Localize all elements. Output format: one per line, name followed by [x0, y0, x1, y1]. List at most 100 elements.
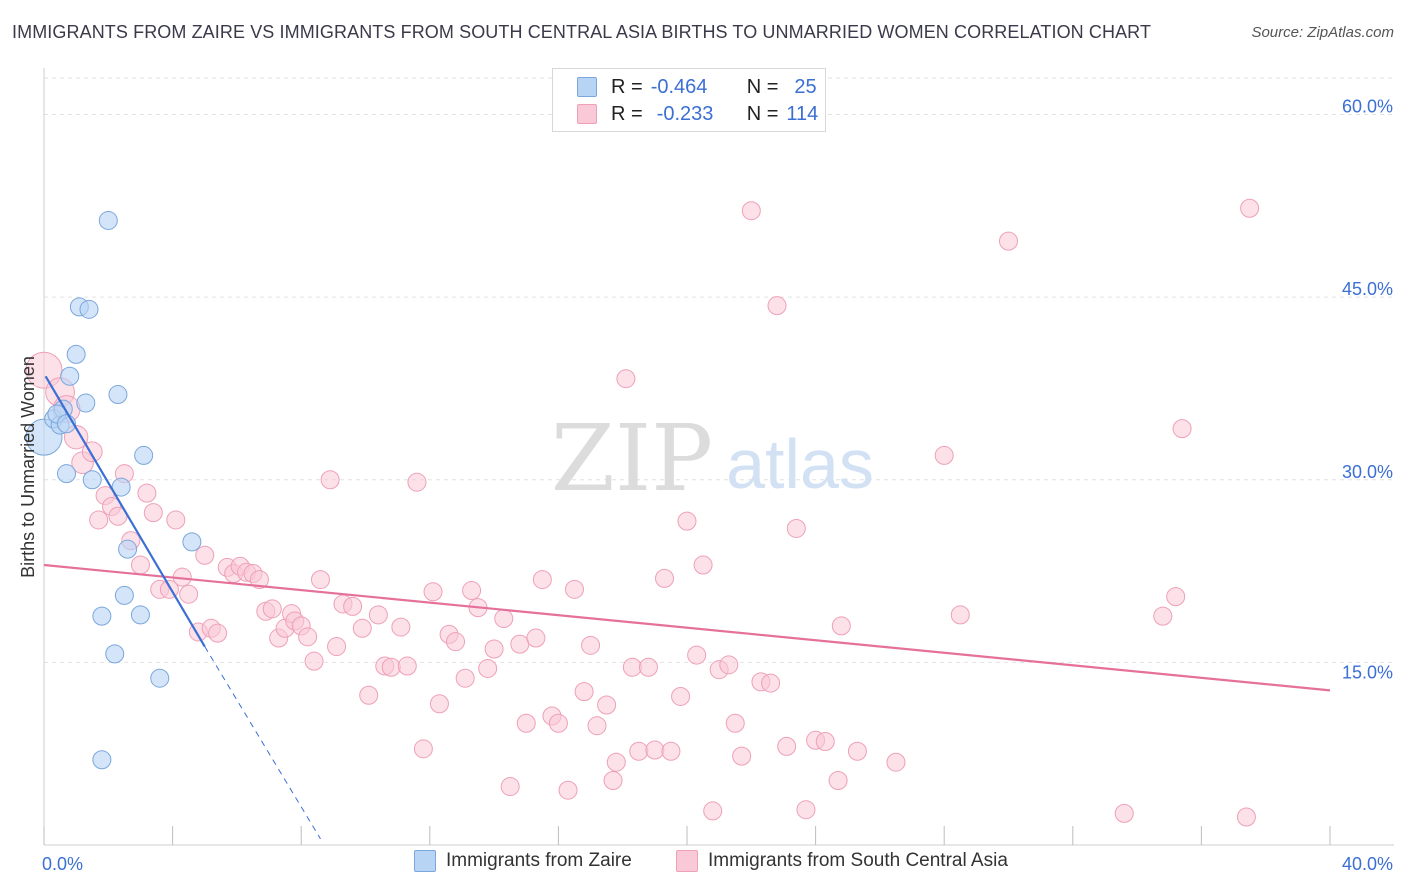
asia-point	[581, 635, 601, 655]
bottom-legend-asia: Immigrants from South Central Asia	[676, 850, 1008, 872]
asia-points	[25, 198, 1260, 827]
asia-point	[532, 570, 552, 590]
asia-point	[462, 581, 482, 601]
asia-point	[564, 579, 584, 599]
asia-point	[999, 231, 1018, 251]
asia-point	[603, 770, 623, 790]
watermark-atlas: atlas	[726, 425, 874, 503]
asia-point	[130, 555, 150, 575]
asia-point	[478, 658, 498, 678]
zaire-point	[118, 539, 138, 559]
asia-point	[777, 736, 797, 756]
asia-point	[310, 570, 330, 590]
bottom-zaire-label: Immigrants from Zaire	[446, 850, 632, 871]
asia-point	[208, 623, 228, 643]
asia-point	[671, 686, 691, 706]
asia-point	[815, 732, 835, 752]
asia-point	[828, 770, 848, 790]
zaire-point	[108, 385, 128, 405]
asia-point	[368, 605, 388, 625]
asia-point	[847, 741, 867, 761]
asia-point	[304, 651, 324, 671]
zaire-point	[114, 585, 134, 605]
asia-point	[359, 685, 379, 705]
asia-point	[886, 752, 906, 772]
asia-point	[1240, 198, 1260, 218]
asia-point	[606, 752, 626, 772]
asia-point	[500, 777, 520, 797]
asia-point	[1172, 419, 1192, 439]
asia-point	[262, 599, 282, 619]
source-credit: Source: ZipAtlas.com	[1251, 24, 1394, 41]
zaire-point	[76, 393, 96, 413]
asia-n-label: N =	[746, 102, 779, 125]
legend-row-asia: R = -0.233 N = 114	[577, 102, 818, 126]
asia-point	[548, 713, 568, 733]
watermark-zip: ZIP	[551, 405, 713, 512]
asia-point	[429, 694, 449, 714]
zaire-point	[134, 445, 154, 465]
asia-point	[298, 627, 318, 647]
zaire-swatch	[577, 77, 597, 97]
asia-n-value: 114	[786, 102, 819, 125]
zaire-point	[79, 299, 99, 319]
y-axis-label: Births to Unmarried Women	[18, 356, 38, 578]
asia-point	[934, 445, 954, 465]
asia-point	[413, 739, 433, 759]
asia-point	[407, 472, 427, 492]
x-tick-label: 40.0%	[1342, 854, 1393, 874]
asia-point	[320, 470, 340, 490]
trend-lines	[43, 375, 1331, 840]
asia-point	[622, 657, 642, 677]
y-tick-label: 30.0%	[1342, 462, 1393, 482]
y-tick-label: 15.0%	[1342, 662, 1393, 682]
zaire-r-value: -0.464	[650, 75, 708, 98]
asia-point	[1114, 803, 1134, 823]
zaire-point	[182, 532, 202, 552]
y-tick-label: 45.0%	[1342, 279, 1393, 299]
zaire-point	[98, 210, 118, 230]
asia-point	[629, 741, 649, 761]
bottom-legend-zaire: Immigrants from Zaire	[414, 850, 632, 872]
asia-point	[677, 511, 697, 531]
asia-point	[661, 741, 681, 761]
asia-point	[693, 555, 713, 575]
asia-point	[786, 518, 806, 538]
zaire-n-value: 25	[794, 75, 817, 98]
asia-point	[654, 568, 674, 588]
asia-point	[484, 639, 504, 659]
zaire-point	[92, 606, 112, 626]
zaire-point	[92, 750, 112, 770]
asia-point	[831, 616, 851, 636]
asia-point	[89, 510, 109, 530]
zaire-trend-extension	[204, 646, 321, 840]
asia-point	[195, 545, 215, 565]
asia-point	[327, 637, 347, 657]
axes	[43, 68, 1394, 846]
asia-r-label: R =	[611, 102, 643, 125]
asia-point	[494, 609, 514, 629]
zaire-point	[111, 477, 131, 497]
asia-point	[574, 682, 594, 702]
asia-point	[516, 713, 536, 733]
asia-point	[137, 483, 157, 503]
asia-point	[526, 628, 546, 648]
asia-point	[423, 582, 443, 602]
asia-point	[510, 634, 530, 654]
zaire-point	[130, 605, 150, 625]
zaire-trend-line	[44, 375, 206, 648]
bottom-asia-label: Immigrants from South Central Asia	[708, 850, 1008, 871]
correlation-legend: R = -0.464 N = 25 R = -0.233 N = 114	[552, 68, 826, 132]
asia-point	[381, 657, 401, 677]
asia-point	[446, 632, 466, 652]
asia-point	[761, 673, 781, 693]
zaire-points	[25, 210, 202, 770]
legend-row-zaire: R = -0.464 N = 25	[577, 75, 817, 99]
asia-point	[166, 510, 186, 530]
asia-point	[352, 618, 372, 638]
chart-title: IMMIGRANTS FROM ZAIRE VS IMMIGRANTS FROM…	[12, 22, 1152, 42]
asia-point	[587, 716, 607, 736]
asia-point	[725, 713, 745, 733]
zaire-point	[57, 464, 77, 484]
